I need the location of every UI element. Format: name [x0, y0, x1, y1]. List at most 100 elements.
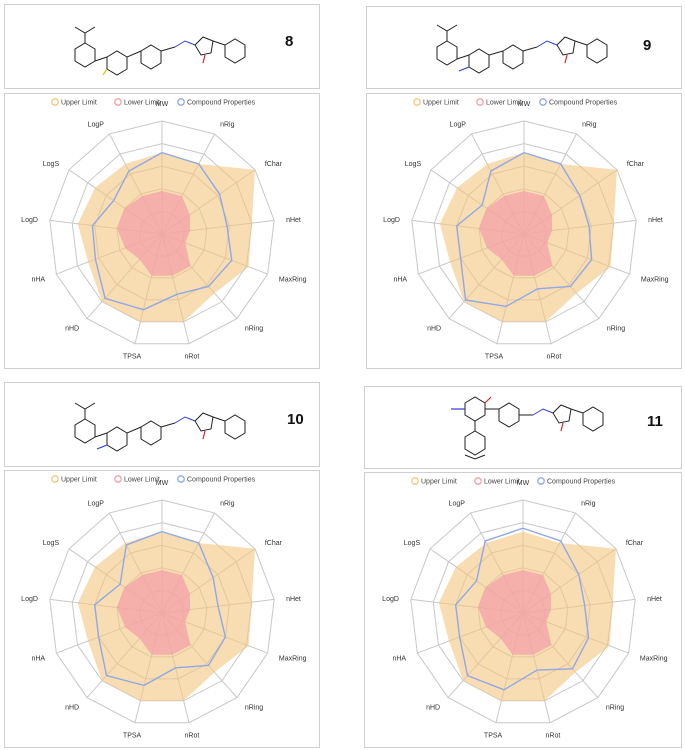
radar-panel-10: Upper Limit Lower Limit Compound Propertie… — [4, 470, 320, 748]
axis-label-logd: LogD — [21, 596, 38, 603]
axis-label-nhet: nHet — [286, 217, 301, 224]
legend-label-compound: Compound Properties — [187, 477, 256, 484]
legend-item-lower[interactable]: Lower Limit — [476, 98, 522, 107]
grid-ring-5 — [410, 499, 636, 724]
axis-label-mw: MW — [156, 101, 169, 108]
axis-label-maxring: MaxRing — [279, 655, 307, 662]
legend-item-compound[interactable]: Compound Properties — [177, 98, 256, 107]
compound-label-11: 11 — [647, 413, 663, 430]
legend-label-upper: Upper Limit — [423, 100, 459, 107]
axis-label-mw: MW — [156, 480, 169, 487]
axis-label-nrig: nRig — [581, 500, 596, 507]
axis-label-tpsa: TPSA — [123, 732, 142, 739]
legend-item-upper[interactable]: Upper Limit — [413, 98, 459, 107]
legend-marker-compound — [539, 98, 547, 106]
axis-label-nhd: nHD — [65, 705, 79, 712]
series-compound — [91, 151, 233, 311]
radar-chart-8: Upper Limit Lower Limit Compound Propertie… — [21, 98, 307, 360]
molecule-structure-10 — [74, 402, 246, 452]
radar-panel-11: Upper Limit Lower Limit Compound Propertie… — [364, 472, 682, 748]
axis-label-logd: LogD — [383, 217, 400, 224]
series-lower — [479, 191, 553, 276]
legend-marker-compound — [537, 477, 545, 485]
legend-marker-upper — [411, 477, 419, 485]
axis-label-logs: LogS — [43, 540, 60, 547]
legend-item-compound[interactable]: Compound Properties — [537, 477, 616, 486]
axis-label-nrig: nRig — [582, 121, 597, 128]
axis-label-fchar: fChar — [627, 161, 645, 168]
grid-ring-5 — [49, 499, 275, 724]
legend-marker-lower — [476, 98, 484, 106]
legend-marker-upper — [51, 98, 59, 106]
legend-item-compound[interactable]: Compound Properties — [539, 98, 618, 107]
axis-label-mw: MW — [517, 480, 530, 487]
legend-label-upper: Upper Limit — [421, 479, 457, 486]
series-compound — [455, 151, 593, 308]
axis-label-fchar: fChar — [265, 161, 283, 168]
axis-label-nrot: nRot — [185, 732, 200, 739]
radar-chart-11: Upper Limit Lower Limit Compound Propertie… — [382, 477, 668, 739]
axis-label-nrig: nRig — [220, 500, 235, 507]
axis-label-logs: LogS — [404, 540, 421, 547]
axis-label-mw: MW — [518, 101, 531, 108]
molecule-structure-11 — [451, 396, 604, 460]
legend-marker-lower — [114, 475, 122, 483]
compound-label-9: 9 — [643, 37, 652, 54]
series-lower — [478, 570, 552, 655]
radar-panel-9: Upper Limit Lower Limit Compound Propertie… — [366, 93, 682, 369]
axis-label-nhet: nHet — [286, 596, 301, 603]
radar-chart-10: Upper Limit Lower Limit Compound Propertie… — [21, 475, 307, 739]
axis-label-maxring: MaxRing — [641, 276, 669, 283]
legend-label-lower: Lower Limit — [124, 100, 160, 107]
axis-label-nha: nHA — [31, 655, 45, 662]
axis-label-nha: nHA — [393, 276, 407, 283]
axis-label-logp: LogP — [88, 500, 105, 507]
axis-label-logp: LogP — [450, 121, 467, 128]
legend-marker-lower — [474, 477, 482, 485]
axis-label-tpsa: TPSA — [484, 732, 503, 739]
molecule-structure-9 — [436, 24, 608, 74]
grid-ring-5 — [411, 120, 637, 345]
axis-label-nring: nRing — [245, 326, 263, 333]
legend-label-lower: Lower Limit — [484, 479, 520, 486]
compound-label-10: 10 — [287, 411, 304, 428]
legend-marker-compound — [177, 98, 185, 106]
series-lower — [117, 570, 191, 655]
legend-label-upper: Upper Limit — [61, 100, 97, 107]
structure-box-9: 9 — [366, 6, 682, 89]
molecule-structure-8 — [74, 26, 246, 76]
legend-item-compound[interactable]: Compound Properties — [177, 475, 256, 484]
axis-label-nrot: nRot — [547, 353, 562, 360]
legend-item-upper[interactable]: Upper Limit — [51, 475, 97, 484]
axis-label-nha: nHA — [392, 655, 406, 662]
axis-label-logs: LogS — [43, 161, 60, 168]
axis-label-nring: nRing — [245, 705, 263, 712]
axis-label-nhet: nHet — [648, 217, 663, 224]
legend-item-lower[interactable]: Lower Limit — [114, 475, 160, 484]
axis-label-maxring: MaxRing — [279, 276, 307, 283]
radar-chart-9: Upper Limit Lower Limit Compound Propertie… — [383, 98, 669, 360]
axis-label-nhd: nHD — [427, 326, 441, 333]
legend-item-lower[interactable]: Lower Limit — [114, 98, 160, 107]
radar-panel-8: Upper Limit Lower Limit Compound Propertie… — [4, 93, 320, 369]
legend-label-lower: Lower Limit — [124, 477, 160, 484]
legend-label-compound: Compound Properties — [549, 100, 618, 107]
structure-box-11: 11 — [364, 386, 682, 469]
legend-item-upper[interactable]: Upper Limit — [51, 98, 97, 107]
axis-label-tpsa: TPSA — [485, 353, 504, 360]
legend-label-upper: Upper Limit — [61, 477, 97, 484]
axis-label-nhet: nHet — [647, 596, 662, 603]
axis-label-tpsa: TPSA — [123, 353, 142, 360]
structure-box-10: 10 — [4, 382, 320, 467]
axis-label-logd: LogD — [382, 596, 399, 603]
series-compound — [93, 530, 227, 687]
legend-marker-lower — [114, 98, 122, 106]
legend-marker-compound — [177, 475, 185, 483]
axis-label-nhd: nHD — [65, 326, 79, 333]
legend-item-lower[interactable]: Lower Limit — [474, 477, 520, 486]
series-compound — [454, 527, 590, 691]
axis-label-logp: LogP — [449, 500, 466, 507]
legend-item-upper[interactable]: Upper Limit — [411, 477, 457, 486]
axis-label-logs: LogS — [405, 161, 422, 168]
axis-label-fchar: fChar — [265, 540, 283, 547]
